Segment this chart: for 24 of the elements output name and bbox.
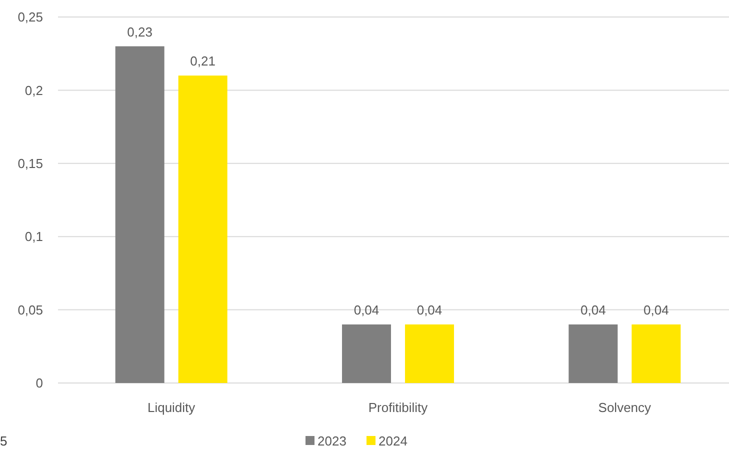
bar — [178, 76, 228, 383]
bar — [342, 324, 391, 383]
legend-label: 2024 — [378, 434, 408, 449]
x-tick-label: Liquidity — [147, 400, 196, 415]
bar — [632, 324, 681, 383]
x-tick-label: Profitibility — [368, 400, 428, 415]
legend-label: 2023 — [318, 434, 346, 449]
bar — [115, 46, 164, 383]
data-label: 0,04 — [644, 302, 669, 318]
y-tick-label: 0,15 — [18, 156, 43, 171]
data-label: 0,21 — [190, 54, 216, 69]
data-label: 0,23 — [127, 24, 152, 40]
y-tick-label: 0 — [36, 376, 43, 391]
bar — [568, 324, 618, 383]
y-tick-label: 0,25 — [18, 10, 43, 25]
y-tick-label: 0,05 — [18, 302, 43, 318]
bar — [405, 324, 454, 383]
y-tick-label: 0,2 — [24, 82, 43, 98]
data-label: 0,04 — [354, 302, 380, 318]
x-tick-label: Solvency — [598, 400, 652, 415]
data-label: 0,04 — [416, 302, 442, 318]
text: 5 — [0, 434, 8, 449]
y-tick-label: 0,1 — [24, 229, 43, 244]
data-label: 0,04 — [580, 302, 606, 318]
